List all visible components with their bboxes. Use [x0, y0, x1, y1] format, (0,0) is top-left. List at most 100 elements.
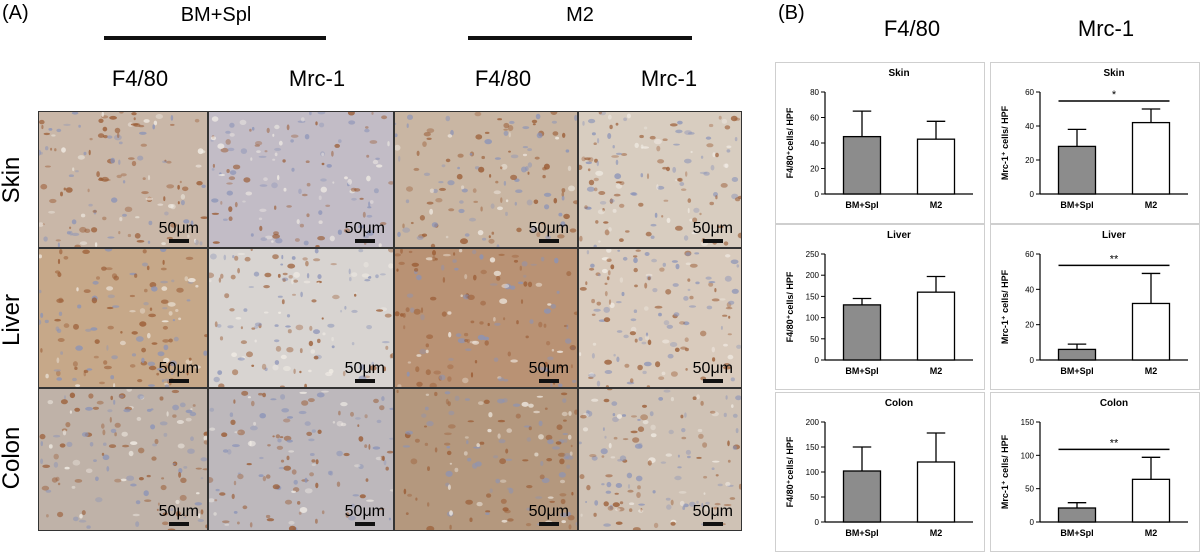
- stain-speck: [317, 338, 321, 344]
- stain-speck: [306, 431, 313, 436]
- stain-speck: [425, 369, 431, 376]
- stain-speck: [720, 325, 723, 330]
- stain-speck: [291, 167, 295, 172]
- stain-speck: [245, 191, 253, 196]
- stain-speck: [113, 383, 116, 387]
- y-tick-label: 20: [1025, 321, 1034, 330]
- micrograph-colon-m2-f480: 50μm: [394, 388, 578, 531]
- stain-speck: [593, 187, 598, 192]
- stain-speck: [395, 133, 398, 138]
- stain-speck: [615, 183, 623, 189]
- stain-speck: [464, 398, 470, 401]
- stain-speck: [678, 491, 687, 494]
- stain-speck: [385, 345, 389, 350]
- stain-speck: [272, 133, 275, 137]
- micrograph-skin-bmspl-f480: 50μm: [38, 111, 208, 248]
- stain-speck: [275, 345, 282, 352]
- stain-speck: [655, 361, 661, 368]
- stain-speck: [609, 504, 613, 510]
- stain-speck: [110, 428, 117, 433]
- stain-speck: [223, 218, 228, 221]
- stain-speck: [363, 261, 369, 268]
- stain-speck: [547, 303, 552, 306]
- stain-speck: [203, 435, 207, 442]
- stain-speck: [168, 204, 174, 209]
- stain-speck: [166, 184, 175, 189]
- stain-speck: [317, 281, 320, 285]
- stain-speck: [493, 190, 501, 195]
- stain-speck: [117, 132, 120, 138]
- stain-speck: [674, 475, 682, 481]
- stain-speck: [96, 276, 100, 280]
- stain-speck: [654, 305, 663, 309]
- stain-speck: [438, 181, 444, 184]
- stain-speck: [425, 343, 429, 348]
- stain-speck: [638, 337, 643, 341]
- stain-speck: [615, 152, 623, 155]
- stain-speck: [167, 528, 176, 530]
- stain-speck: [86, 368, 93, 371]
- stain-speck: [209, 407, 215, 412]
- stain-speck: [39, 254, 42, 259]
- stain-speck: [375, 157, 380, 160]
- stain-speck: [653, 522, 659, 529]
- stain-speck: [696, 500, 699, 504]
- stain-speck: [567, 515, 575, 521]
- stain-speck: [488, 412, 493, 418]
- stain-speck: [235, 317, 242, 320]
- stain-speck: [611, 155, 619, 158]
- stain-speck: [96, 171, 100, 178]
- stain-speck: [291, 469, 297, 475]
- x-tick-label: BM+Spl: [845, 200, 878, 210]
- stain-speck: [465, 499, 473, 505]
- stain-speck: [179, 180, 182, 184]
- stain-speck: [98, 118, 104, 123]
- stain-speck: [612, 502, 620, 508]
- stain-speck: [666, 217, 671, 223]
- stain-speck: [389, 437, 393, 440]
- stain-speck: [642, 420, 649, 425]
- stain-speck: [102, 429, 106, 436]
- stain-speck: [496, 275, 501, 281]
- stain-speck: [607, 505, 614, 511]
- stain-speck: [301, 117, 305, 122]
- stain-speck: [187, 278, 196, 283]
- stain-speck: [147, 240, 151, 244]
- stain-speck: [88, 149, 91, 156]
- stain-speck: [658, 397, 664, 401]
- stain-speck: [541, 366, 548, 373]
- stain-speck: [94, 242, 98, 247]
- stain-speck: [669, 342, 678, 347]
- stain-speck: [147, 332, 151, 339]
- stain-speck: [213, 512, 217, 516]
- stain-speck: [303, 240, 309, 246]
- stain-speck: [597, 209, 605, 215]
- stain-speck: [644, 306, 649, 311]
- stain-speck: [721, 118, 728, 124]
- stain-speck: [166, 236, 173, 240]
- stain-speck: [59, 443, 66, 448]
- stain-speck: [708, 281, 716, 284]
- stain-speck: [589, 372, 595, 377]
- stain-speck: [706, 143, 714, 148]
- stain-speck: [162, 521, 169, 526]
- tissue-texture: [579, 249, 741, 387]
- stain-speck: [410, 458, 418, 465]
- group-label-m2: M2: [566, 4, 594, 26]
- stain-speck: [368, 201, 371, 207]
- stain-speck: [550, 304, 557, 309]
- stain-speck: [66, 231, 71, 235]
- stain-speck: [715, 474, 719, 477]
- stain-speck: [606, 481, 612, 488]
- stain-speck: [560, 498, 566, 505]
- stain-speck: [426, 525, 435, 530]
- stain-speck: [497, 398, 505, 404]
- stain-speck: [194, 365, 201, 369]
- stain-speck: [85, 468, 93, 474]
- stain-speck: [473, 274, 477, 281]
- stain-speck: [274, 205, 277, 210]
- chart-frame: [775, 392, 985, 552]
- stain-speck: [114, 432, 117, 437]
- stain-speck: [220, 147, 229, 153]
- stain-speck: [101, 266, 107, 271]
